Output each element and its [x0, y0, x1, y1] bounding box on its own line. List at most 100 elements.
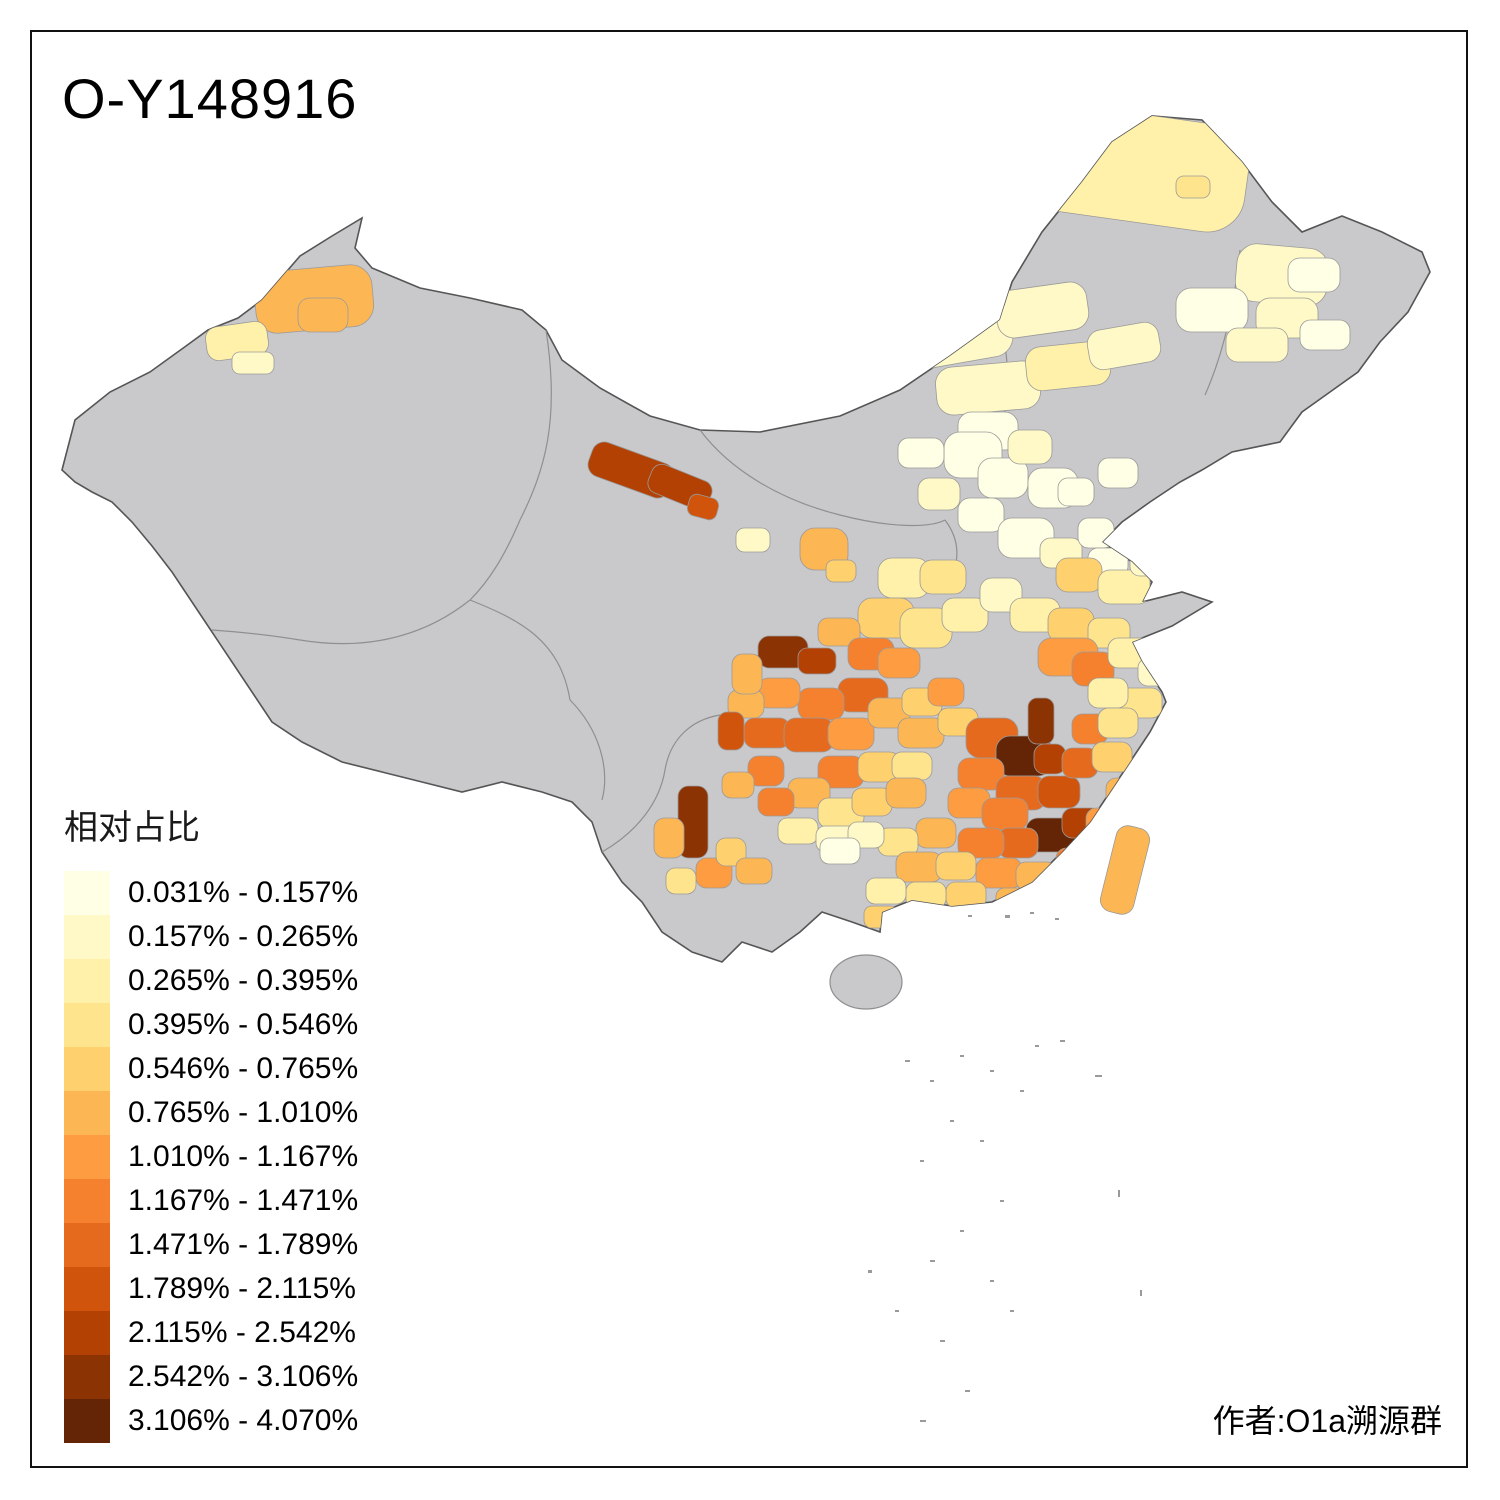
sea-mark: [1000, 1200, 1004, 1202]
legend-swatch: [64, 1135, 110, 1179]
map-region: [757, 787, 795, 817]
legend-swatch: [64, 1047, 110, 1091]
map-region: [777, 817, 819, 845]
legend-item: 1.010% - 1.167%: [64, 1135, 358, 1179]
legend-item: 0.157% - 0.265%: [64, 915, 358, 959]
legend-item: 0.765% - 1.010%: [64, 1091, 358, 1135]
legend-range-label: 0.157% - 0.265%: [128, 920, 359, 953]
sea-mark: [960, 1055, 964, 1057]
sea-mark: [930, 1260, 935, 1262]
legend-range-label: 1.167% - 1.471%: [128, 1184, 359, 1217]
map-region: [783, 717, 835, 753]
map-region: [1175, 287, 1249, 333]
map-region: [799, 527, 849, 571]
legend-range-label: 0.265% - 0.395%: [128, 964, 359, 997]
map-region: [747, 755, 785, 787]
map-region: [917, 477, 961, 511]
sea-mark: [868, 1270, 872, 1273]
map-region: [1137, 657, 1179, 687]
sea-mark: [920, 1420, 926, 1422]
legend-range-label: 0.395% - 0.546%: [128, 1008, 359, 1041]
map-region: [1037, 775, 1081, 809]
map-region: [919, 559, 967, 595]
map-region: [897, 717, 945, 749]
map-region: [941, 597, 989, 633]
sea-mark: [1140, 1290, 1142, 1296]
map-region: [1099, 825, 1151, 915]
map-region: [653, 817, 685, 859]
legend-swatch: [64, 1179, 110, 1223]
legend-range-label: 2.542% - 3.106%: [128, 1360, 359, 1393]
legend-items: 0.031% - 0.157% 0.157% - 0.265% 0.265% - 0…: [64, 871, 358, 1443]
legend-item: 1.167% - 1.471%: [64, 1179, 358, 1223]
map-region: [975, 857, 1023, 889]
sea-mark: [1030, 912, 1034, 914]
map-region: [935, 851, 977, 881]
map-region: [1287, 257, 1341, 293]
legend-swatch: [64, 1311, 110, 1355]
map-region: [996, 116, 1250, 233]
sea-mark: [1055, 918, 1059, 920]
legend-swatch: [64, 1223, 110, 1267]
sea-mark: [1020, 1090, 1024, 1092]
legend-range-label: 3.106% - 4.070%: [128, 1404, 359, 1437]
map-region: [827, 717, 875, 751]
legend-range-label: 0.031% - 0.157%: [128, 876, 359, 909]
map-region: [1047, 607, 1095, 643]
attribution-text: 作者:O1a溯源群: [1212, 1403, 1442, 1439]
map-region: [715, 837, 747, 867]
map-region: [731, 653, 763, 695]
map-region: [1091, 741, 1133, 773]
legend-title: 相对占比: [64, 809, 200, 847]
map-region: [735, 857, 773, 885]
map-region: [957, 497, 1005, 533]
sea-mark: [895, 1310, 899, 1312]
map-region: [665, 867, 697, 895]
map-region: [797, 647, 837, 675]
map-region: [797, 687, 845, 721]
sea-mark: [1060, 1040, 1065, 1042]
map-region: [865, 877, 907, 905]
legend-range-label: 0.765% - 1.010%: [128, 1096, 359, 1129]
map-region: [1033, 743, 1067, 775]
legend-item: 1.789% - 2.115%: [64, 1267, 358, 1311]
map-region: [1097, 457, 1139, 489]
map-region: [1225, 327, 1289, 363]
legend-item: 2.542% - 3.106%: [64, 1355, 358, 1399]
sea-mark: [990, 1070, 994, 1072]
map-region: [1097, 707, 1139, 739]
map-region: [885, 777, 927, 809]
map-region: [1175, 175, 1211, 199]
sea-mark: [1005, 915, 1010, 918]
map-region: [981, 797, 1029, 831]
sea-mark: [1095, 1075, 1102, 1077]
legend-swatch: [64, 1399, 110, 1443]
legend-range-label: 2.115% - 2.542%: [128, 1316, 356, 1349]
sea-mark: [950, 1120, 954, 1122]
map-region: [927, 677, 965, 707]
legend-swatch: [64, 1267, 110, 1311]
legend-range-label: 1.471% - 1.789%: [128, 1228, 359, 1261]
legend-swatch: [64, 959, 110, 1003]
legend-item: 3.106% - 4.070%: [64, 1399, 358, 1443]
legend-item: 0.265% - 0.395%: [64, 959, 358, 1003]
legend-swatch: [64, 1003, 110, 1047]
legend-swatch: [64, 1355, 110, 1399]
legend-range-label: 1.789% - 2.115%: [128, 1272, 356, 1305]
map-region: [1055, 557, 1103, 593]
taiwan-island: [1099, 825, 1151, 915]
legend-range-label: 1.010% - 1.167%: [128, 1140, 359, 1173]
map-region: [1105, 777, 1147, 809]
legend-swatch: [64, 871, 110, 915]
map-region: [905, 881, 947, 909]
legend-range-label: 0.546% - 0.765%: [128, 1052, 359, 1085]
sea-mark: [1118, 1190, 1120, 1197]
map-region: [1086, 321, 1162, 371]
map-region: [819, 837, 861, 865]
sea-mark: [960, 1230, 964, 1232]
map-region: [1077, 517, 1115, 549]
map-region: [735, 527, 771, 553]
legend-item: 2.115% - 2.542%: [64, 1311, 358, 1355]
